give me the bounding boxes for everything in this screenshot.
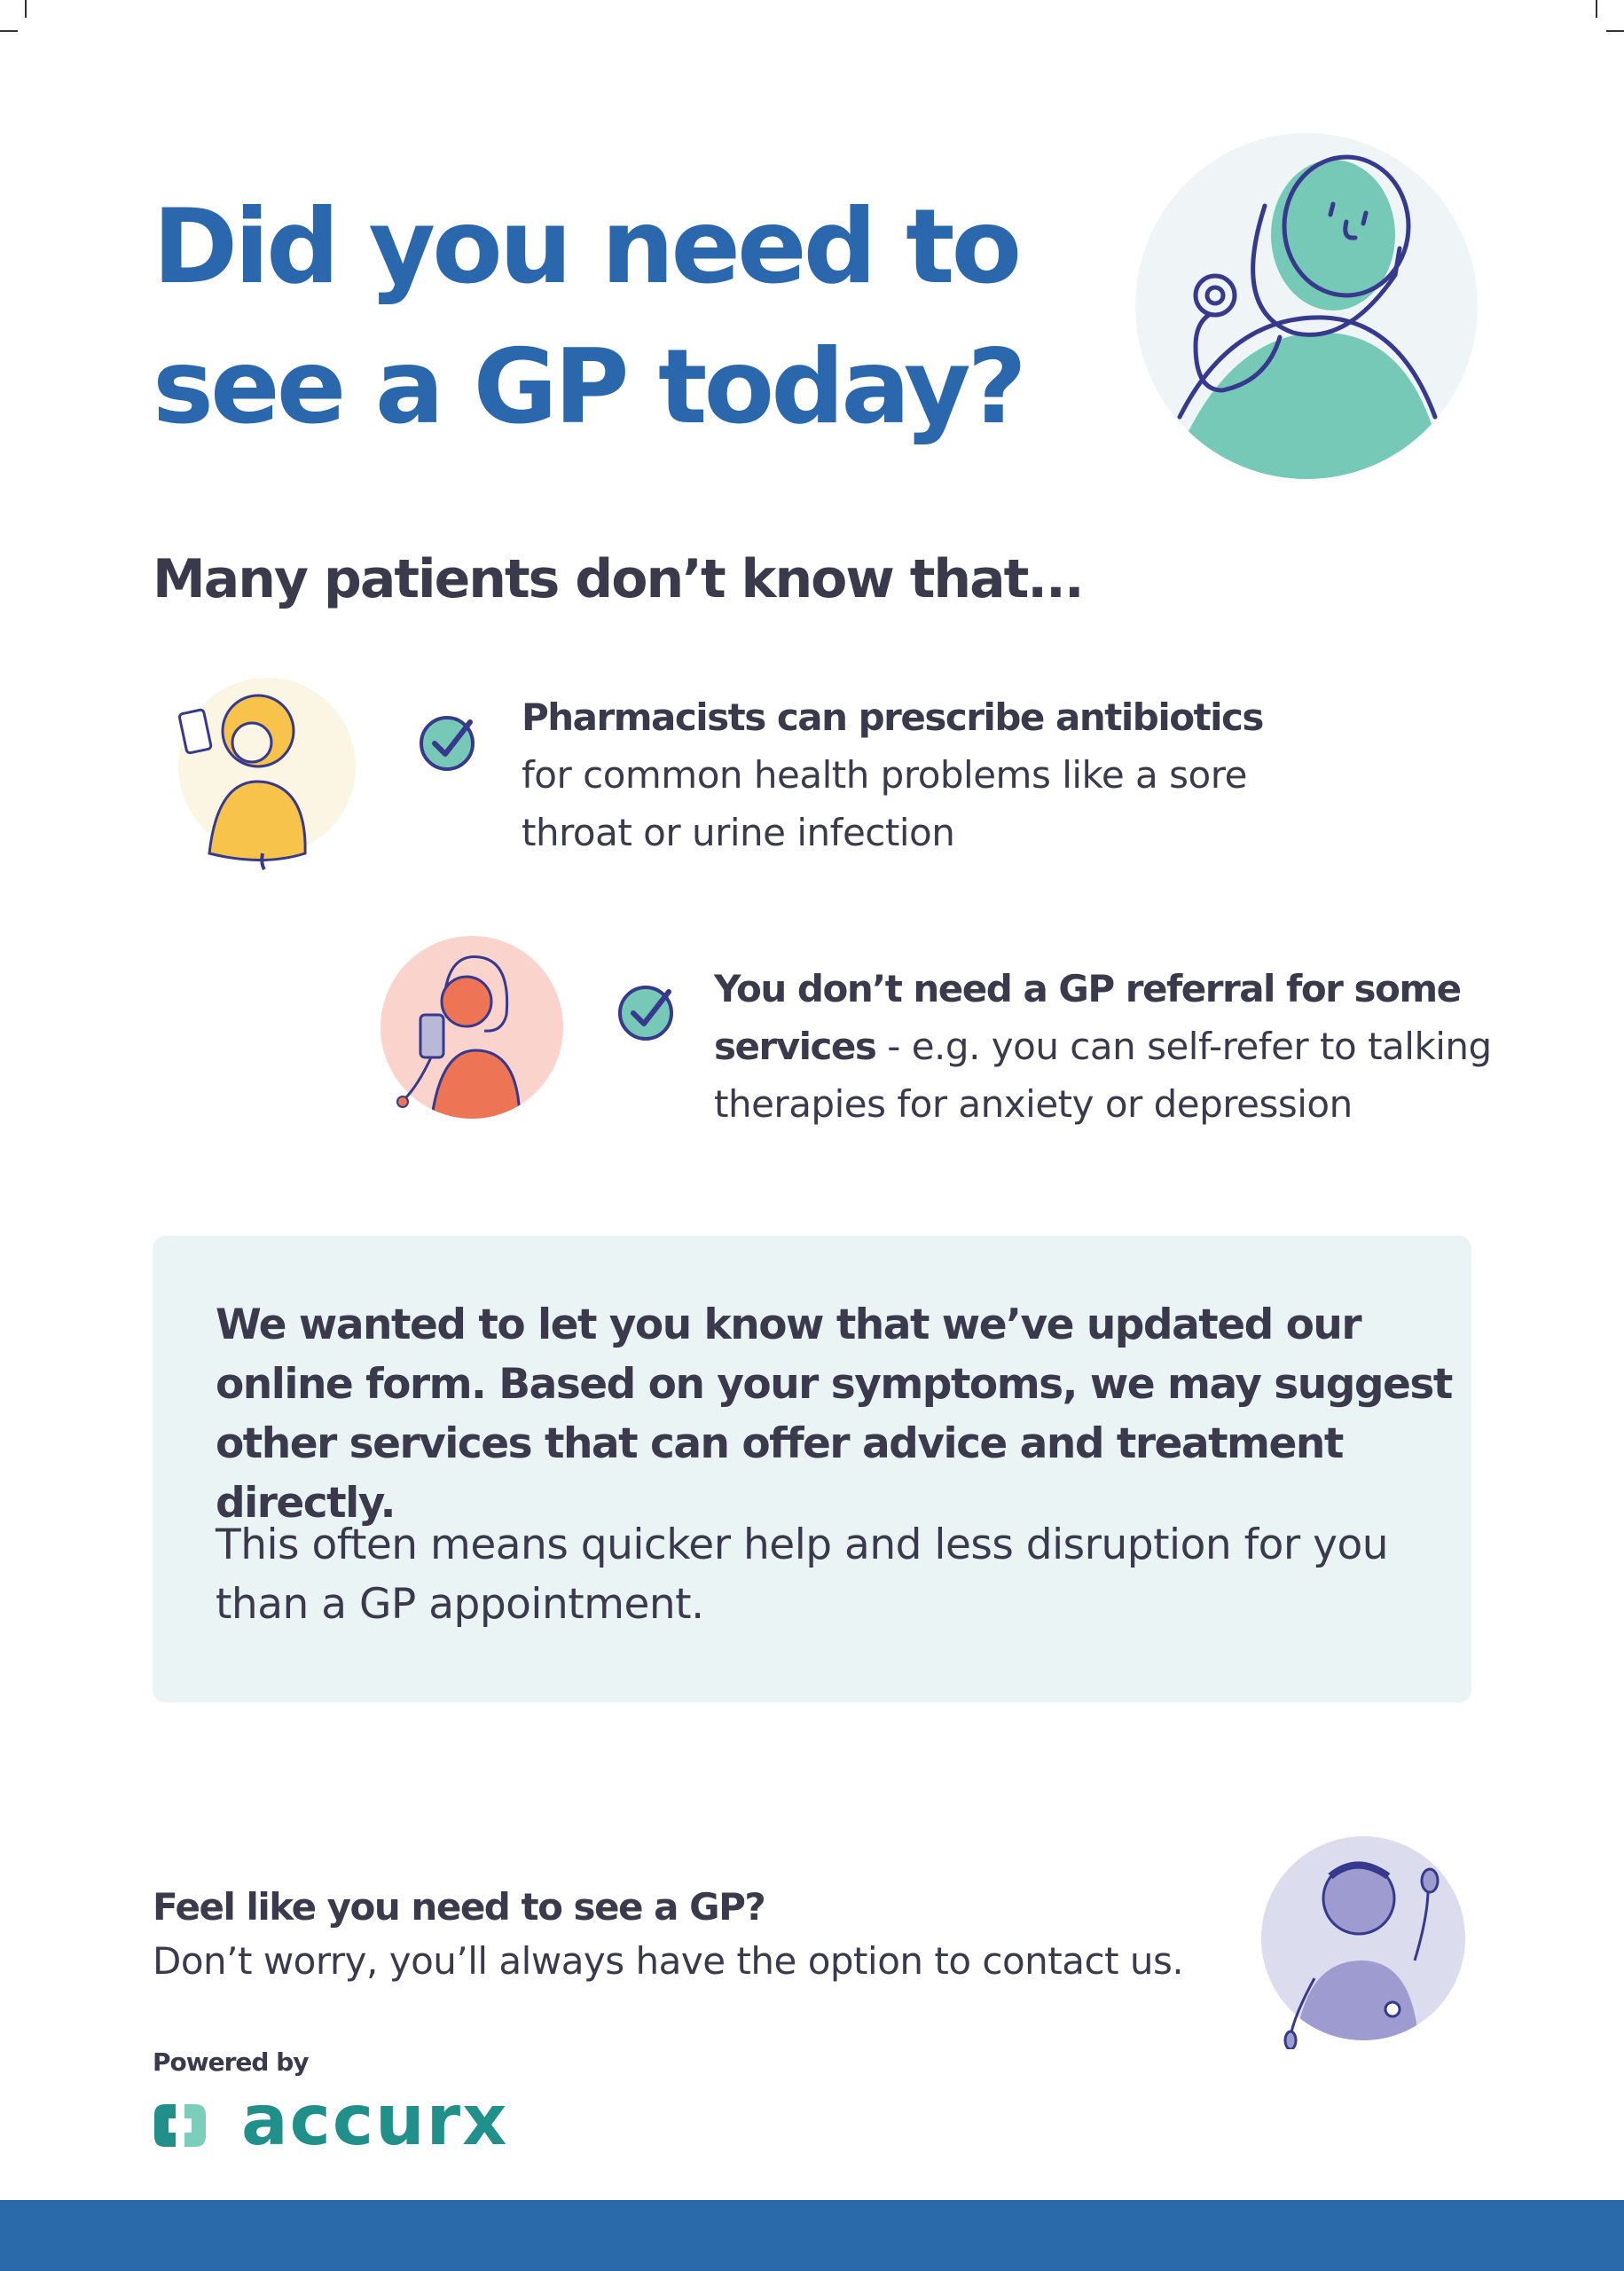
woman-phone-illustration [381, 936, 563, 1119]
footer-question: Feel like you need to see a GP? [153, 1885, 766, 1929]
waving-doctor-illustration [1261, 1836, 1465, 2049]
notice-box [153, 1236, 1471, 1702]
crop-mark [1596, 0, 1597, 18]
info-item-self-referral: You don’t need a GP referral for some se… [714, 967, 1492, 1126]
footer-answer: Don’t worry, you’ll always have the opti… [153, 1939, 1184, 1983]
crop-mark [0, 30, 18, 32]
notice-bold-text: We wanted to let you know that we’ve upd… [216, 1301, 1453, 1528]
powered-by-label: Powered by [153, 2047, 309, 2077]
pharmacist-illustration [177, 678, 356, 871]
crop-mark [25, 0, 27, 18]
doctor-stethoscope-illustration [1135, 133, 1478, 479]
info-item-pharmacists: Pharmacists can prescribe antibiotics fo… [522, 695, 1264, 854]
check-circle-icon [420, 716, 475, 771]
page-title: Did you need to see a GP today? [153, 187, 1027, 447]
crop-mark [1606, 30, 1624, 32]
accurx-logo: accurx [241, 2081, 509, 2161]
subtitle: Many patients don’t know that... [153, 548, 1085, 610]
footer-band [0, 2200, 1624, 2271]
check-circle-icon [618, 986, 673, 1041]
accurx-logo-icon [154, 2104, 206, 2147]
notice-text: This often means quicker help and less d… [216, 1521, 1389, 1629]
